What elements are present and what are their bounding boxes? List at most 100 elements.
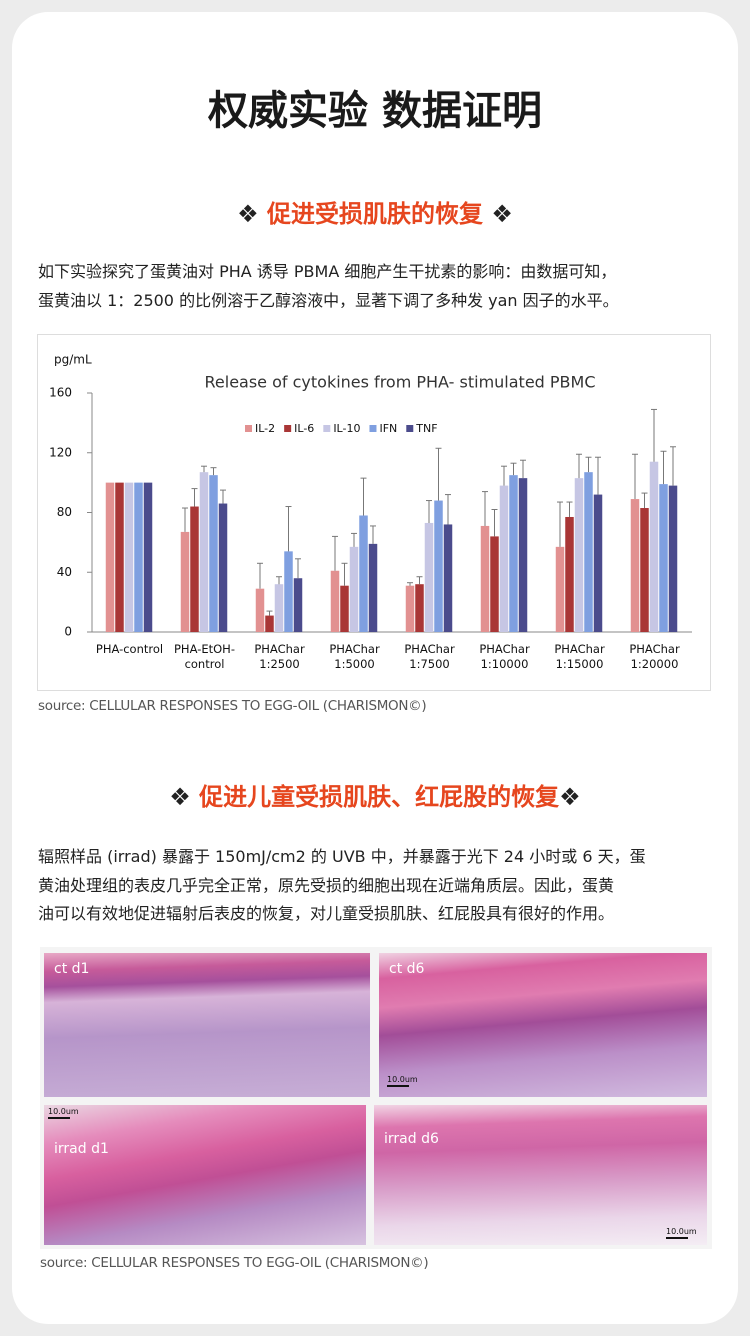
bar: [180, 531, 190, 632]
legend-swatch: [406, 425, 414, 432]
bar: [255, 588, 265, 632]
scale-bar: 10.0um: [387, 1075, 418, 1087]
legend-swatch: [245, 425, 252, 432]
panel-label: irrad d1: [54, 1141, 109, 1157]
legend-label: IL-10: [333, 422, 360, 435]
bar: [405, 585, 415, 632]
bar: [668, 485, 678, 632]
text-line: 油可以有效地促进辐射后表皮的恢复，对儿童受损肌肤、红屁股具有很好的作用。: [38, 904, 615, 923]
ornament: ❖: [169, 783, 191, 811]
legend-swatch: [284, 425, 292, 432]
scale-label: 10.0um: [387, 1075, 418, 1084]
bar: [284, 551, 293, 632]
bar: [480, 525, 490, 632]
ornament: ❖: [491, 200, 513, 228]
bar: [443, 524, 453, 632]
x-tick-label: PHA-EtOH- control: [174, 642, 235, 671]
panel-label: irrad d6: [384, 1131, 439, 1147]
bar: [509, 475, 518, 632]
x-tick-label: PHAChar 1:7500: [404, 642, 455, 671]
heading-text: 促进儿童受损肌肤、红屁股的恢复: [199, 783, 560, 811]
heading-text: 促进受损肌肤的恢复: [267, 200, 483, 228]
bar: [115, 482, 124, 632]
y-tick-label: 40: [57, 565, 72, 579]
x-tick-label: PHAChar 1:10000: [479, 642, 530, 671]
source: source: CELLULAR RESPONSES TO EGG-OIL (C…: [38, 698, 427, 714]
y-tick-label: 0: [64, 625, 72, 639]
x-tick-label: PHAChar 1:2500: [254, 642, 305, 671]
bar: [434, 500, 443, 632]
x-tick-label: PHA-control: [95, 642, 164, 656]
legend-label: IL-2: [255, 422, 275, 435]
section-heading: ❖ 促进受损肌肤的恢复 ❖: [0, 194, 750, 229]
bar: [630, 499, 640, 632]
chart-svg: Release of cytokines from PHA- stimulate…: [49, 353, 692, 639]
text-line: 蛋黄油以 1：2500 的比例溶于乙醇溶液中，显著下调了多种发 yan 因子的水…: [38, 290, 619, 310]
scale-label: 10.0um: [48, 1107, 79, 1116]
bar: [415, 584, 424, 632]
section-heading: ❖ 促进儿童受损肌肤、红屁股的恢复❖: [0, 777, 750, 812]
panel-label: ct d1: [54, 961, 90, 977]
ornament: ❖: [559, 783, 581, 811]
bar: [349, 546, 359, 632]
bar: [593, 494, 603, 632]
bar: [293, 578, 303, 632]
text-line: 黄油处理组的表皮几乎完全正常，原先受损的细胞出现在近端角质层。因此，蛋黄: [38, 875, 615, 895]
x-tick-label: PHAChar 1:20000: [629, 642, 680, 671]
bar: [105, 482, 115, 632]
paragraph: 辐照样品 (irrad) 暴露于 150mJ/cm2 的 UVB 中，并暴露于光…: [38, 843, 718, 929]
chart-title: Release of cytokines from PHA- stimulate…: [205, 373, 596, 392]
micrograph: irrad d1 10.0um: [44, 1105, 366, 1245]
bar: [274, 584, 284, 632]
paragraph: 如下实验探究了蛋黄油对 PHA 诱导 PBMA 细胞产生干扰素的影响：由数据可知…: [38, 258, 718, 315]
y-axis-label: pg/mL: [54, 353, 92, 367]
legend-label: IL-6: [294, 422, 314, 435]
legend-label: IFN: [379, 422, 397, 435]
micrograph: ct d1: [44, 953, 370, 1097]
scale-bar: 10.0um: [666, 1227, 697, 1239]
scale-label: 10.0um: [666, 1227, 697, 1236]
bar: [555, 546, 565, 632]
bar: [340, 585, 349, 632]
bar: [199, 472, 209, 632]
bar: [359, 515, 368, 632]
bar: [190, 506, 199, 632]
micrograph-grid: ct d1 ct d6 10.0um irrad d1 10.0um irrad…: [40, 947, 712, 1249]
source: source: CELLULAR RESPONSES TO EGG-OIL (C…: [40, 1255, 429, 1271]
text-line: 如下实验探究了蛋黄油对 PHA 诱导 PBMA 细胞产生干扰素的影响：由数据可知…: [38, 262, 617, 281]
bar: [218, 503, 228, 632]
y-tick-label: 160: [49, 386, 72, 400]
x-tick-label: PHAChar 1:5000: [329, 642, 380, 671]
scale-bar: 10.0um: [48, 1107, 79, 1119]
legend-swatch: [323, 425, 331, 432]
panel-label: ct d6: [389, 961, 425, 977]
bar: [368, 543, 378, 632]
ornament: ❖: [237, 200, 259, 228]
bar: [124, 482, 134, 632]
bar: [134, 482, 143, 632]
bar: [565, 516, 574, 632]
bar: [640, 508, 649, 632]
bar: [490, 536, 499, 632]
y-tick-label: 80: [57, 505, 72, 519]
bar: [649, 461, 659, 632]
legend-label: TNF: [415, 422, 437, 435]
bar: [659, 484, 668, 632]
micrograph: ct d6 10.0um: [379, 953, 707, 1097]
bar: [143, 482, 153, 632]
page-title: 权威实验 数据证明: [208, 88, 542, 134]
bar: [499, 485, 509, 632]
bar: [518, 478, 528, 632]
micrograph: irrad d6 10.0um: [374, 1105, 707, 1245]
x-tick-label: PHAChar 1:15000: [554, 642, 605, 671]
bar: [584, 472, 593, 632]
bar: [424, 522, 434, 632]
bar: [209, 475, 218, 632]
text-line: 辐照样品 (irrad) 暴露于 150mJ/cm2 的 UVB 中，并暴露于光…: [38, 847, 646, 866]
bar: [574, 478, 584, 632]
y-tick-label: 120: [49, 445, 72, 459]
bar: [330, 570, 340, 632]
legend-swatch: [369, 425, 377, 432]
chart: Release of cytokines from PHA- stimulate…: [38, 335, 710, 690]
